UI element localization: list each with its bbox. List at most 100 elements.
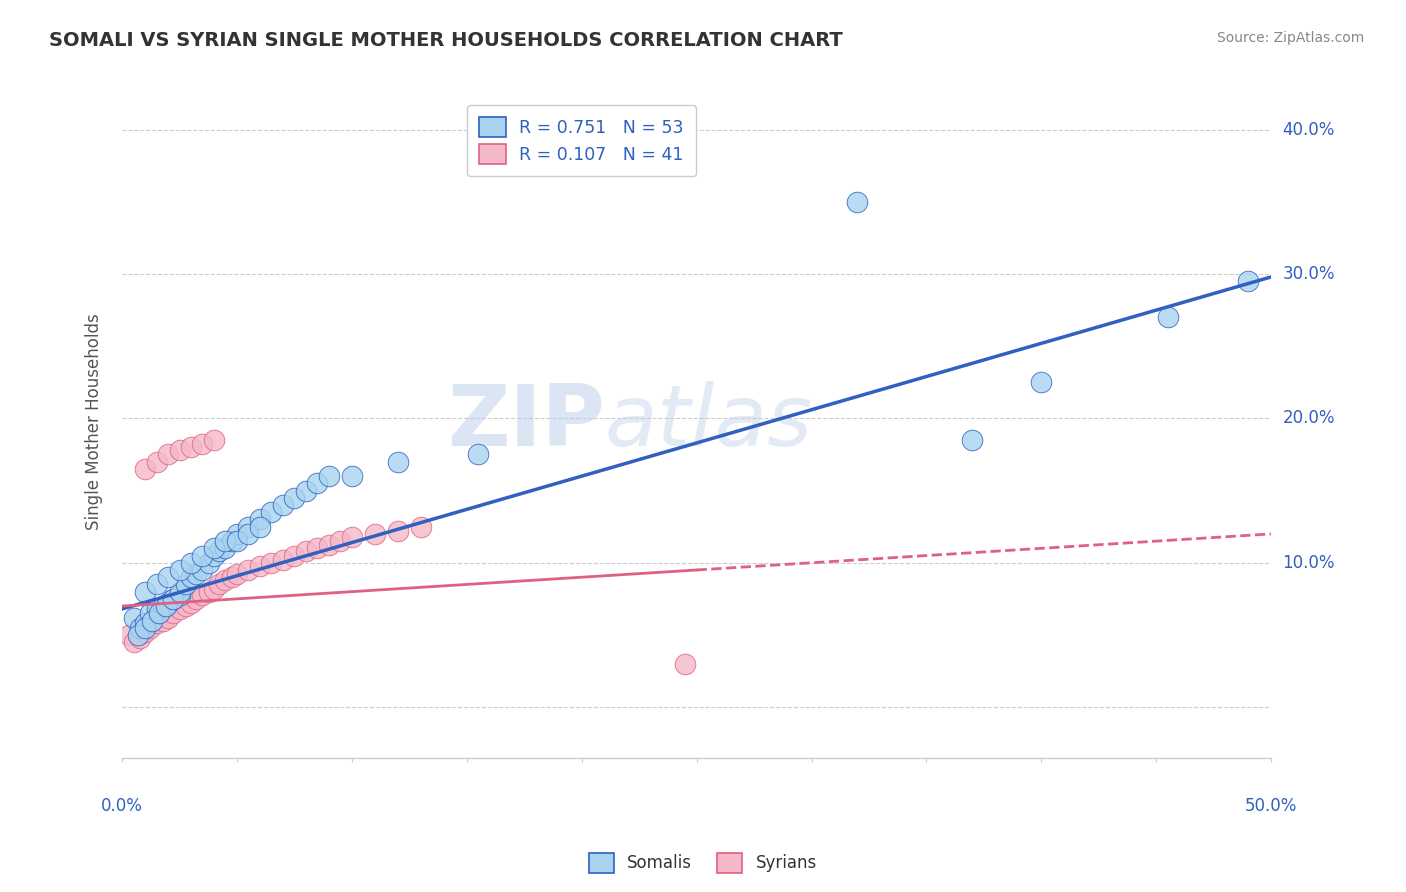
Point xyxy=(176,577,198,591)
Point xyxy=(180,596,202,610)
Point xyxy=(127,628,149,642)
Point xyxy=(184,591,207,606)
Point xyxy=(180,556,202,570)
Point xyxy=(214,573,236,587)
Text: ZIP: ZIP xyxy=(447,381,605,464)
Point xyxy=(202,582,225,596)
Point xyxy=(202,549,225,563)
Point xyxy=(226,527,249,541)
Point xyxy=(145,455,167,469)
Point xyxy=(295,544,318,558)
Point xyxy=(162,591,184,606)
Point xyxy=(134,621,156,635)
Point xyxy=(409,519,432,533)
Point xyxy=(191,549,214,563)
Point xyxy=(156,610,179,624)
Point xyxy=(148,607,170,621)
Point xyxy=(1237,274,1260,288)
Point xyxy=(180,440,202,454)
Point xyxy=(138,607,160,621)
Point xyxy=(156,596,179,610)
Point xyxy=(238,527,260,541)
Point xyxy=(387,455,409,469)
Point xyxy=(207,577,229,591)
Point xyxy=(191,588,214,602)
Point xyxy=(156,570,179,584)
Point xyxy=(134,625,156,640)
Point xyxy=(162,607,184,621)
Point xyxy=(260,556,283,570)
Point xyxy=(169,602,191,616)
Point xyxy=(180,570,202,584)
Text: 0.0%: 0.0% xyxy=(101,797,143,814)
Point xyxy=(673,657,696,671)
Point xyxy=(221,570,243,584)
Point xyxy=(295,483,318,498)
Text: 30.0%: 30.0% xyxy=(1282,265,1334,283)
Point xyxy=(138,621,160,635)
Point xyxy=(962,433,984,447)
Point xyxy=(340,530,363,544)
Point xyxy=(169,588,191,602)
Point xyxy=(129,621,152,635)
Point xyxy=(249,519,271,533)
Point xyxy=(191,563,214,577)
Point xyxy=(307,541,329,556)
Legend: R = 0.751   N = 53, R = 0.107   N = 41: R = 0.751 N = 53, R = 0.107 N = 41 xyxy=(467,105,696,177)
Text: Source: ZipAtlas.com: Source: ZipAtlas.com xyxy=(1216,31,1364,45)
Y-axis label: Single Mother Households: Single Mother Households xyxy=(86,314,103,531)
Point xyxy=(318,538,340,552)
Text: 40.0%: 40.0% xyxy=(1282,120,1334,138)
Point xyxy=(198,584,221,599)
Point xyxy=(260,505,283,519)
Text: SOMALI VS SYRIAN SINGLE MOTHER HOUSEHOLDS CORRELATION CHART: SOMALI VS SYRIAN SINGLE MOTHER HOUSEHOLD… xyxy=(49,31,844,50)
Point xyxy=(226,534,249,549)
Point xyxy=(238,519,260,533)
Point xyxy=(364,527,387,541)
Point xyxy=(169,443,191,458)
Point xyxy=(467,448,489,462)
Point xyxy=(169,563,191,577)
Point xyxy=(271,553,294,567)
Point xyxy=(134,584,156,599)
Point xyxy=(283,549,305,563)
Point xyxy=(162,591,184,606)
Point xyxy=(846,194,869,209)
Point xyxy=(1157,310,1180,325)
Point xyxy=(1031,376,1053,390)
Point xyxy=(202,541,225,556)
Point xyxy=(155,599,177,613)
Point xyxy=(122,635,145,649)
Point xyxy=(318,469,340,483)
Point xyxy=(271,498,294,512)
Point xyxy=(122,610,145,624)
Text: atlas: atlas xyxy=(605,381,813,464)
Point xyxy=(169,584,191,599)
Text: 20.0%: 20.0% xyxy=(1282,409,1334,427)
Point xyxy=(214,534,236,549)
Point xyxy=(134,616,156,631)
Point xyxy=(387,524,409,538)
Point xyxy=(329,534,352,549)
Point xyxy=(214,541,236,556)
Point xyxy=(145,616,167,631)
Text: 10.0%: 10.0% xyxy=(1282,554,1334,572)
Point xyxy=(249,558,271,573)
Point xyxy=(202,433,225,447)
Point xyxy=(145,602,167,616)
Point xyxy=(152,599,174,613)
Point xyxy=(340,469,363,483)
Point xyxy=(184,567,207,582)
Legend: Somalis, Syrians: Somalis, Syrians xyxy=(582,847,824,880)
Point xyxy=(238,563,260,577)
Point xyxy=(249,512,271,526)
Point xyxy=(134,462,156,476)
Point xyxy=(226,567,249,582)
Point xyxy=(283,491,305,505)
Point xyxy=(176,599,198,613)
Point xyxy=(145,577,167,591)
Point xyxy=(221,534,243,549)
Text: 50.0%: 50.0% xyxy=(1244,797,1298,814)
Point xyxy=(198,556,221,570)
Point xyxy=(152,614,174,628)
